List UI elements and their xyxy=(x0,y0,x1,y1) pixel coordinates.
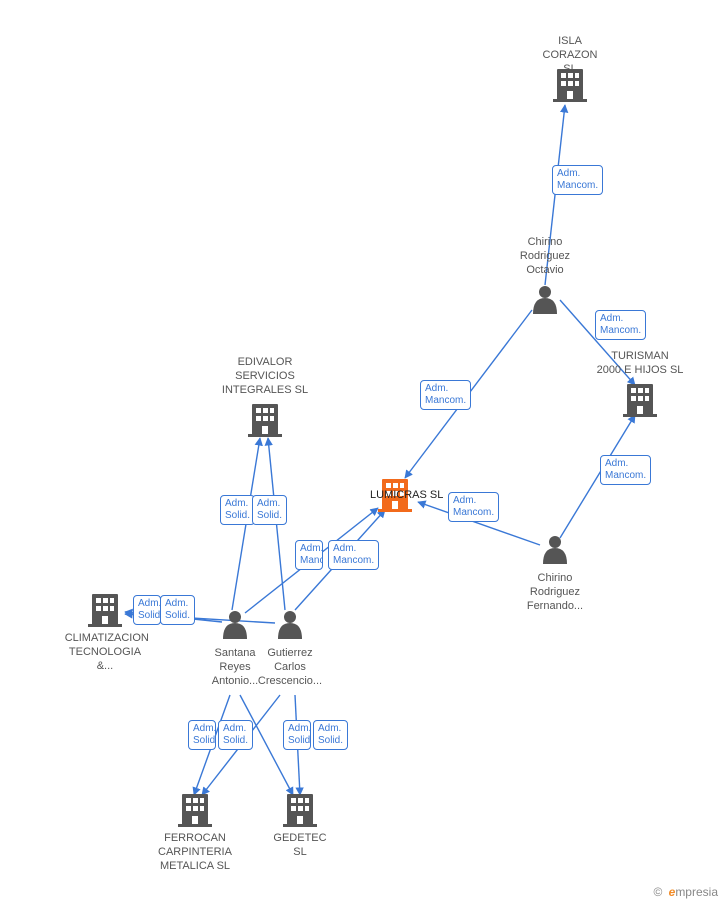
node-chirino_f[interactable] xyxy=(543,536,567,564)
edge-chirino_o-isla xyxy=(545,105,565,285)
edge-gutierrez-climat xyxy=(125,614,275,623)
edge-chirino_o-turisman xyxy=(560,300,635,385)
node-gedetec[interactable] xyxy=(283,794,317,827)
building-icon xyxy=(283,794,317,827)
building-icon xyxy=(553,69,587,102)
person-icon xyxy=(223,611,247,639)
person-icon xyxy=(533,286,557,314)
edge-santana-edivalor xyxy=(232,438,260,610)
person-icon xyxy=(543,536,567,564)
edge-gutierrez-ferrocan xyxy=(202,695,280,795)
person-icon xyxy=(278,611,302,639)
node-ferrocan[interactable] xyxy=(178,794,212,827)
building-icon xyxy=(378,479,412,512)
node-climat[interactable] xyxy=(88,594,122,627)
edge-santana-ferrocan xyxy=(194,695,230,795)
node-isla[interactable] xyxy=(553,69,587,102)
edge-santana-gedetec xyxy=(240,695,293,795)
footer-attribution: © empresia xyxy=(653,885,718,899)
node-edivalor[interactable] xyxy=(248,404,282,437)
node-gutierrez[interactable] xyxy=(278,611,302,639)
building-icon xyxy=(248,404,282,437)
edge-gutierrez-lumicras xyxy=(295,510,385,610)
brand-rest: mpresia xyxy=(675,885,718,899)
edge-chirino_o-lumicras xyxy=(405,310,532,478)
diagram-canvas xyxy=(0,0,728,905)
building-icon xyxy=(623,384,657,417)
node-turisman[interactable] xyxy=(623,384,657,417)
edge-chirino_f-turisman xyxy=(560,415,635,538)
building-icon xyxy=(178,794,212,827)
edge-santana-lumicras xyxy=(245,508,378,613)
edge-gutierrez-gedetec xyxy=(295,695,300,795)
building-icon xyxy=(88,594,122,627)
node-chirino_o[interactable] xyxy=(533,286,557,314)
node-lumicras[interactable] xyxy=(378,479,412,512)
node-santana[interactable] xyxy=(223,611,247,639)
copyright-symbol: © xyxy=(653,885,662,899)
edge-chirino_f-lumicras xyxy=(418,502,540,545)
